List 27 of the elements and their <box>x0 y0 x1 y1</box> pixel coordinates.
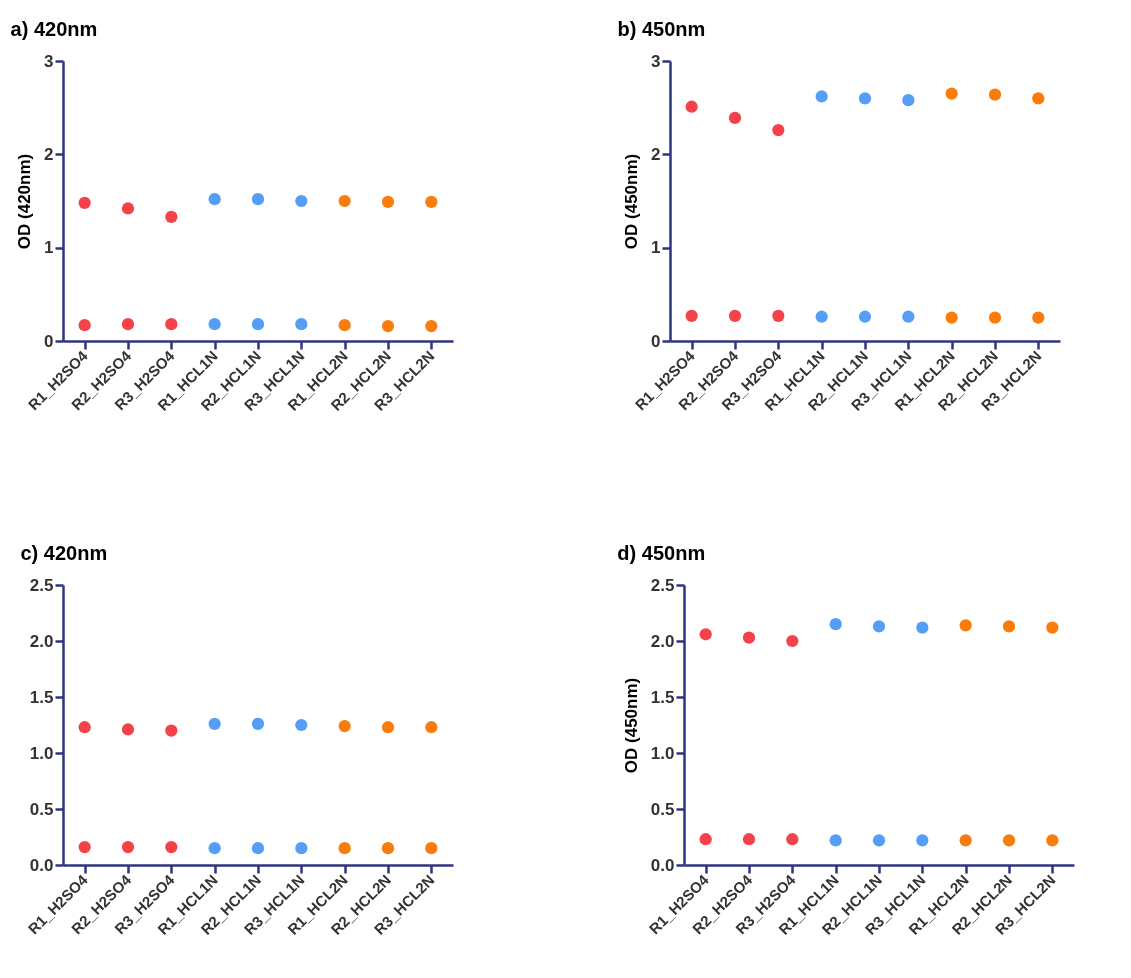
y-tick-label: 0 <box>44 331 54 351</box>
chart-title: c) 420nm <box>20 542 108 564</box>
y-tick-label: 2.0 <box>29 631 54 651</box>
y-tick-label: 0 <box>651 331 661 351</box>
y-tick-label: 0.0 <box>29 855 54 875</box>
y-tick-label: 3 <box>651 51 661 71</box>
y-tick-label: 1.0 <box>29 743 54 763</box>
chart-title: d) 450nm <box>617 542 706 564</box>
y-tick-label: 0.5 <box>29 799 54 819</box>
y-axis-title: OD (450nm) <box>622 153 642 250</box>
y-tick-label: 1.0 <box>650 743 675 763</box>
y-axis-title: OD (420nm) <box>15 153 35 250</box>
y-tick-label: 2 <box>651 144 661 164</box>
y-tick-label: 3 <box>44 51 54 71</box>
y-tick-label: 1 <box>651 238 661 258</box>
y-tick-label: 2.0 <box>650 631 675 651</box>
y-tick-label: 1.5 <box>29 687 54 707</box>
y-tick-label: 1.5 <box>650 687 675 707</box>
y-tick-label: 0.5 <box>650 799 675 819</box>
y-tick-label: 0.0 <box>650 855 675 875</box>
y-axis-title: OD (450nm) <box>621 677 641 774</box>
y-tick-label: 1 <box>44 238 54 258</box>
chart-title: a) 420nm <box>10 18 98 40</box>
y-tick-label: 2 <box>44 144 54 164</box>
chart-title: b) 450nm <box>617 18 706 40</box>
y-tick-label: 2.5 <box>29 575 54 595</box>
y-tick-label: 2.5 <box>650 575 675 595</box>
